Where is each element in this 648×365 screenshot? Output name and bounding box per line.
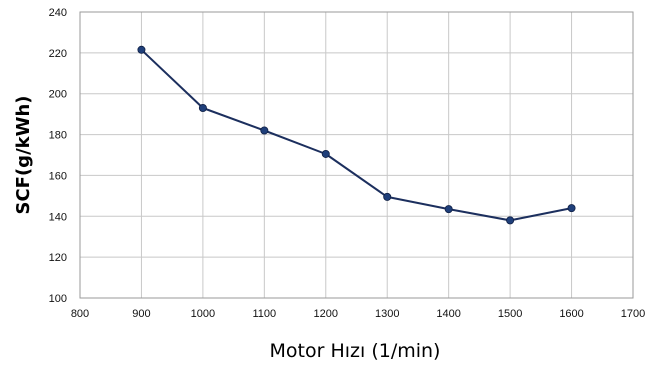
data-point [506,216,515,225]
data-point [567,204,576,213]
data-point [444,205,453,214]
plot-frame [79,11,634,299]
x-tick-label: 1600 [559,308,583,320]
x-tick-label: 1200 [314,308,338,320]
y-tick-labels: 100 120 140 160 180 200 220 240 [49,7,67,305]
x-tick-label: 1500 [498,308,522,320]
x-tick-label: 1300 [375,308,399,320]
x-tick-label: 1700 [621,308,645,320]
x-tick-label: 1000 [191,308,215,320]
data-point [260,126,269,135]
x-tick-label: 1100 [253,308,277,320]
data-point [198,104,207,113]
series-line [140,49,572,222]
y-tick-label: 240 [49,7,67,19]
x-tick-label: 1400 [436,308,460,320]
x-tick-labels: 800 900 1000 1100 1200 1300 1400 1500 1600 1700 [71,308,645,320]
y-tick-label: 200 [49,89,67,101]
x-axis-title: Motor Hızı (1/min) [270,340,441,362]
x-tick-label: 800 [71,308,89,320]
y-tick-label: 160 [49,170,67,182]
y-tick-label: 140 [49,211,67,223]
x-tick-label: 900 [132,308,150,320]
data-point [383,192,392,201]
y-tick-label: 220 [49,48,67,60]
y-tick-label: 180 [49,130,67,142]
y-tick-label: 120 [49,252,67,264]
data-point [321,149,330,158]
data-point [137,45,146,54]
series [137,45,576,225]
y-axis-title: SCF(g/kWh) [13,95,34,214]
y-tick-label: 100 [49,293,67,305]
